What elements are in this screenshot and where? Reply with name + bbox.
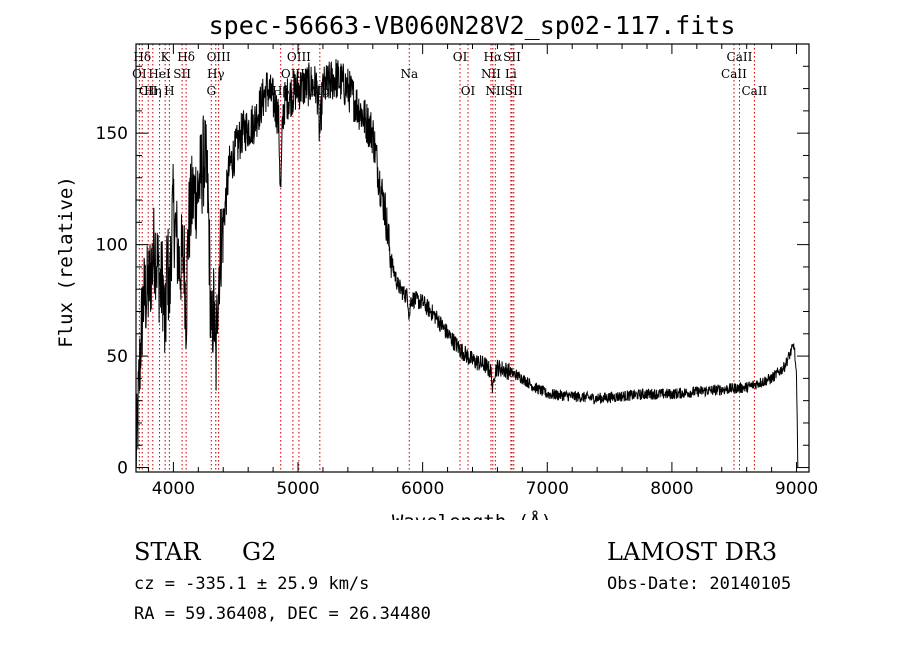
plot-frame	[135, 43, 810, 473]
x-tick-label: 4000	[152, 479, 195, 499]
chart-title: spec-56663-VB060N28V2_sp02-117.fits	[209, 11, 736, 40]
y-tick-label: 100	[96, 236, 128, 256]
line-marker-label: CaII	[741, 84, 767, 98]
line-marker-label: CII	[139, 84, 158, 98]
coordinates-readout: RA = 59.36408, DEC = 26.34480	[134, 604, 431, 624]
line-marker-label: CaII	[727, 50, 753, 64]
line-marker-label: OIII	[207, 50, 231, 64]
line-marker-label: SII	[173, 67, 191, 81]
x-tick-label: 8000	[650, 479, 693, 499]
spectrum-line	[135, 59, 799, 468]
line-marker-label: K	[161, 50, 171, 64]
observation-date: Obs-Date: 20140105	[607, 574, 792, 594]
x-tick-label: 5000	[276, 479, 319, 499]
object-class: STAR	[134, 538, 201, 566]
line-marker-label: Li	[505, 67, 517, 81]
line-marker-label: OI	[461, 84, 476, 98]
line-marker-label: Na	[400, 67, 418, 81]
y-tick-label: 50	[106, 347, 128, 367]
line-marker-label: SII	[505, 84, 523, 98]
x-tick-label: 6000	[401, 479, 444, 499]
y-tick-label: 150	[96, 124, 128, 144]
line-marker-label: CaII	[721, 67, 747, 81]
line-marker-label: OI	[132, 67, 147, 81]
line-marker-label: Hα	[484, 50, 503, 64]
axes: 4000 5000 6000 7000 8000 9000 0 50 100 150	[96, 44, 818, 499]
line-marker-label: Hδ	[133, 50, 151, 64]
line-marker-label: H	[164, 84, 174, 98]
x-tick-label: 9000	[775, 479, 818, 499]
line-marker-label: NII	[481, 67, 501, 81]
x-axis-label: Wavelength (Å)	[392, 510, 552, 520]
y-axis-label: Flux (relative)	[55, 176, 77, 348]
y-tick-label: 0	[117, 459, 128, 479]
spectrum-chart: spec-56663-VB060N28V2_sp02-117.fits Hδ K H…	[55, 11, 818, 520]
line-marker-label: OIII	[281, 67, 305, 81]
object-subclass: G2	[242, 538, 277, 566]
redshift-readout: cz = -335.1 ± 25.9 km/s	[134, 574, 370, 594]
x-tick-label: 7000	[526, 479, 569, 499]
line-marker-label: Hδ	[177, 50, 195, 64]
line-marker-label: Hη	[144, 84, 162, 98]
line-marker-label: OI	[453, 50, 468, 64]
line-marker-label: OIII	[287, 50, 311, 64]
line-marker-label: NII	[485, 84, 505, 98]
line-marker-label: SII	[503, 50, 521, 64]
survey-name: LAMOST DR3	[607, 538, 778, 566]
line-marker-label: Hγ	[207, 67, 225, 81]
line-marker-label: G	[206, 84, 216, 98]
line-marker-label: HeI	[148, 67, 171, 81]
